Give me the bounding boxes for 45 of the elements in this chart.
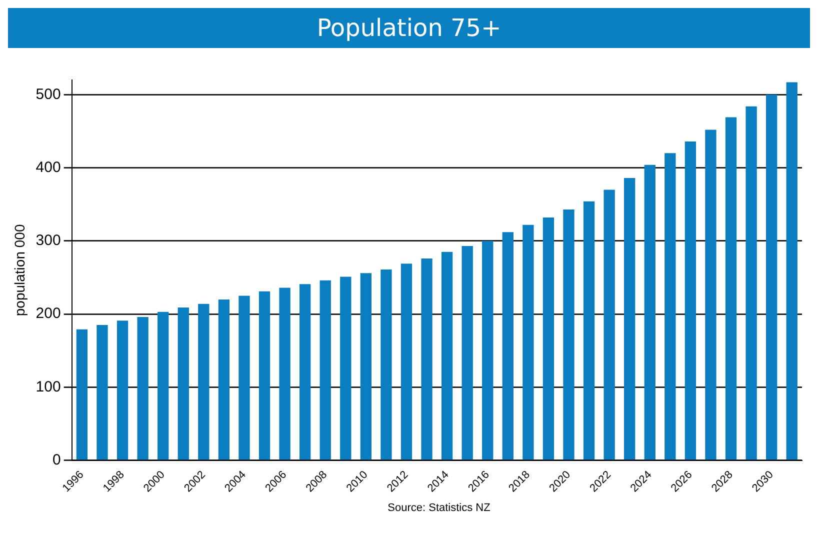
bar [684, 141, 696, 460]
y-tick-label: 400 [36, 158, 61, 176]
bar [300, 284, 311, 460]
y-tick-label: 300 [36, 232, 61, 250]
bar [218, 299, 230, 460]
bar [441, 252, 453, 460]
bar [400, 264, 412, 460]
y-tick-label: 200 [36, 305, 61, 322]
bar [279, 288, 290, 460]
bar [360, 273, 372, 460]
bar [624, 178, 636, 460]
bar [137, 316, 148, 460]
bar [482, 240, 494, 460]
bar [238, 296, 250, 460]
bar [340, 276, 352, 460]
bar [583, 201, 595, 460]
y-tick-label: 0 [52, 452, 61, 469]
bar [76, 329, 88, 460]
bar [644, 164, 656, 460]
bar [462, 246, 473, 460]
bar [158, 312, 169, 460]
y-tick-label: 500 [36, 86, 61, 103]
bar [746, 106, 757, 460]
bar [766, 94, 778, 460]
bar [705, 130, 716, 460]
source-note: Source: Statistics NZ [386, 502, 492, 514]
y-tick-label: 100 [36, 378, 61, 396]
bar [563, 209, 574, 460]
bar [502, 232, 514, 460]
bar [725, 117, 737, 460]
bar [522, 224, 534, 460]
bar [421, 258, 432, 460]
bar [198, 304, 210, 460]
bar [320, 280, 331, 460]
bar [178, 307, 189, 460]
bar [786, 82, 798, 460]
bar [604, 190, 615, 460]
bar [258, 291, 270, 460]
bar [664, 153, 676, 460]
bar [116, 320, 128, 460]
y-axis-title: population 000 [11, 224, 28, 316]
bar [542, 218, 554, 460]
bar [380, 269, 392, 460]
chart-title: Population 75+ [8, 8, 810, 48]
bar [96, 325, 108, 460]
